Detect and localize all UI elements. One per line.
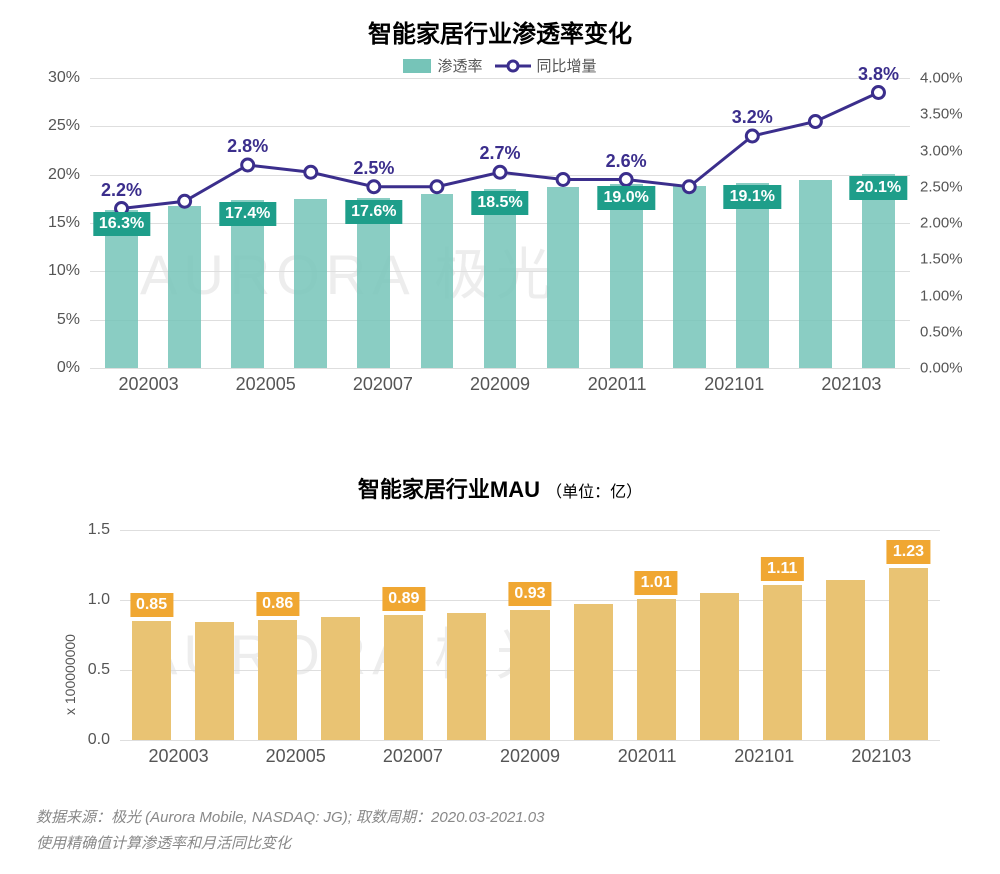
x-tick-label: 202007 — [324, 368, 441, 395]
legend-line-label: 同比增量 — [537, 55, 597, 76]
y-tick-label: 30% — [48, 69, 90, 87]
legend-bar: 渗透率 — [403, 55, 482, 76]
y-tick-label: 1.0 — [88, 591, 120, 609]
x-tick-label: 202009 — [441, 368, 558, 395]
legend-line: 同比增量 — [495, 55, 597, 76]
chart2-subtitle: （单位：亿） — [546, 484, 642, 501]
bar-value-label: 18.5% — [471, 191, 528, 215]
line-value-label: 2.5% — [353, 158, 394, 179]
y-tick-label: 3.00% — [910, 142, 963, 159]
x-tick-label: 202003 — [90, 368, 207, 395]
y-tick-label: 0.0 — [88, 731, 120, 749]
x-tick-label: 202005 — [237, 740, 354, 767]
legend-line-swatch — [495, 58, 531, 74]
y-tick-label: 2.50% — [910, 178, 963, 195]
y-tick-label: 10% — [48, 262, 90, 280]
bar-value-label: 0.93 — [508, 582, 551, 606]
y-tick-label: 1.5 — [88, 521, 120, 539]
chart2-x-axis: 2020032020052020072020092020112021012021… — [120, 740, 940, 767]
x-tick-label: 202101 — [676, 368, 793, 395]
bar-value-label: 1.11 — [761, 557, 803, 581]
y-tick-label: 1.50% — [910, 251, 963, 268]
legend-bar-label: 渗透率 — [437, 55, 482, 76]
footer-line2: 使用精确值计算渗透率和月活同比变化 — [36, 831, 545, 857]
y-tick-label: 25% — [48, 117, 90, 135]
bar-value-label: 17.6% — [345, 200, 402, 224]
chart1-plot: 0%5%10%15%20%25%30%0.00%0.50%1.00%1.50%2… — [90, 78, 910, 368]
y-tick-label: 0% — [57, 359, 90, 377]
line-value-label: 2.6% — [606, 151, 647, 172]
line-value-label: 2.8% — [227, 136, 268, 157]
bar-value-label: 0.85 — [130, 593, 173, 617]
x-tick-label: 202011 — [589, 740, 706, 767]
y-tick-label: 20% — [48, 166, 90, 184]
chart-mau: 智能家居行业MAU （单位：亿） 0.00.51.01.5 0.850.860.… — [0, 472, 1000, 504]
bar-value-label: 1.01 — [635, 571, 678, 595]
y-tick-label: 3.50% — [910, 106, 963, 123]
chart2-title: 智能家居行业MAU （单位：亿） — [0, 472, 1000, 504]
bar-value-label: 0.86 — [256, 592, 299, 616]
y-tick-label: 2.00% — [910, 215, 963, 232]
bar-value-label: 20.1% — [850, 176, 907, 200]
x-tick-label: 202005 — [207, 368, 324, 395]
y-tick-label: 0.50% — [910, 323, 963, 340]
line-value-label: 3.8% — [858, 64, 899, 85]
bar-value-label: 19.1% — [724, 185, 781, 209]
bar-value-label: 0.89 — [382, 587, 425, 611]
footer: 数据来源：极光 (Aurora Mobile, NASDAQ: JG); 取数周… — [36, 805, 545, 856]
bar-value-label: 1.23 — [887, 540, 930, 564]
x-tick-label: 202101 — [706, 740, 823, 767]
line-value-label: 2.7% — [479, 143, 520, 164]
y-tick-label: 0.5 — [88, 661, 120, 679]
legend-bar-swatch — [403, 59, 431, 73]
x-tick-label: 202009 — [471, 740, 588, 767]
chart1-legend: 渗透率 同比增量 — [0, 55, 1000, 76]
chart2-y-unit: x 100000000 — [62, 634, 78, 715]
x-tick-label: 202007 — [354, 740, 471, 767]
x-tick-label: 202003 — [120, 740, 237, 767]
y-tick-label: 5% — [57, 311, 90, 329]
line-value-label: 3.2% — [732, 107, 773, 128]
y-tick-label: 15% — [48, 214, 90, 232]
chart-penetration: 智能家居行业渗透率变化 渗透率 同比增量 0%5%10%15%20%25%30%… — [0, 0, 1000, 80]
chart1-title: 智能家居行业渗透率变化 — [0, 0, 1000, 49]
y-tick-label: 0.00% — [910, 360, 963, 377]
y-tick-label: 1.00% — [910, 287, 963, 304]
chart2-title-text: 智能家居行业MAU — [358, 477, 540, 502]
chart1-x-axis: 2020032020052020072020092020112021012021… — [90, 368, 910, 395]
x-tick-label: 202103 — [793, 368, 910, 395]
chart2-plot: 0.00.51.01.5 0.850.860.890.931.011.111.2… — [120, 530, 940, 740]
x-tick-label: 202011 — [559, 368, 676, 395]
line-value-label: 2.2% — [101, 180, 142, 201]
bar-value-label: 16.3% — [93, 212, 150, 236]
x-tick-label: 202103 — [823, 740, 940, 767]
y-tick-label: 4.00% — [910, 70, 963, 87]
footer-line1: 数据来源：极光 (Aurora Mobile, NASDAQ: JG); 取数周… — [36, 805, 545, 831]
bar-value-label: 19.0% — [597, 186, 654, 210]
bar-value-label: 17.4% — [219, 202, 276, 226]
